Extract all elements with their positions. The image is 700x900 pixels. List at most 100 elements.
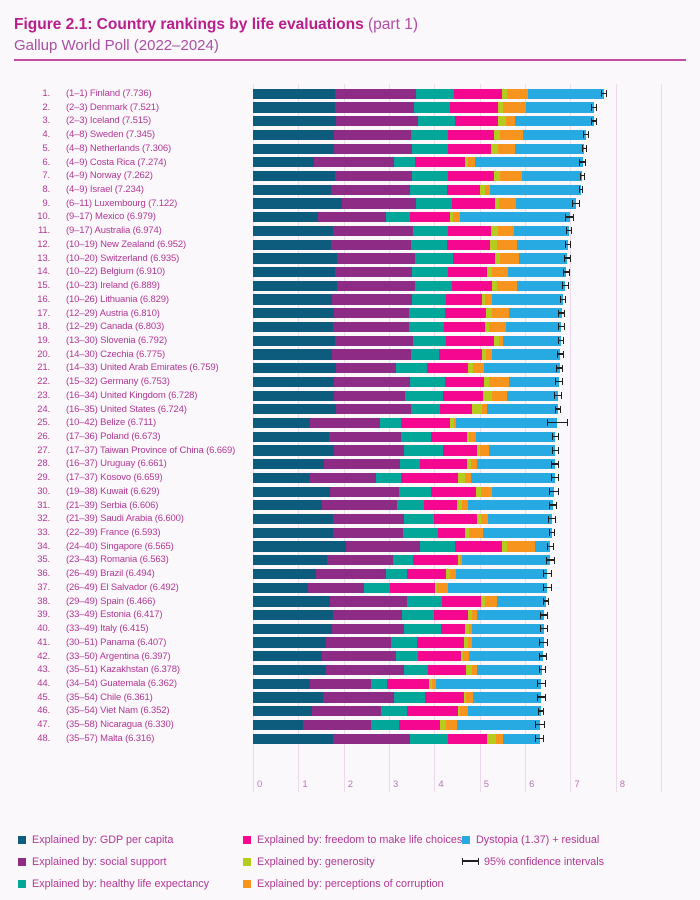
confidence-interval-whiskers [565, 241, 572, 249]
bar-segment-healthy_life_expectancy [414, 253, 453, 264]
bar-segment-dystopia_residual [474, 157, 583, 168]
confidence-interval-whiskers [540, 625, 548, 633]
country-label: (4–8) Sweden (7.345) [66, 129, 155, 141]
confidence-interval-whiskers [552, 446, 559, 454]
confidence-interval-whiskers [563, 268, 570, 276]
country-rank: 27. [37, 444, 50, 456]
bar-segment-generosity [494, 253, 500, 264]
bar-segment-generosity [475, 486, 481, 497]
country-rank: 3. [42, 115, 50, 127]
country-rank: 11. [37, 225, 50, 237]
bar-segment-gdp_per_capita [253, 541, 346, 552]
bar-segment-generosity [457, 555, 460, 566]
bar-segment-dystopia_residual [507, 267, 567, 278]
country-rank: 45. [37, 691, 50, 703]
confidence-interval-icon [462, 858, 479, 865]
bar-segment-generosity [477, 514, 481, 525]
bar-segment-freedom [455, 541, 503, 552]
confidence-interval-whiskers [546, 556, 556, 564]
bar-segment-gdp_per_capita [253, 335, 335, 346]
bar-segment-corruption [463, 651, 469, 662]
bar-segment-gdp_per_capita [253, 706, 312, 717]
bar-segment-social_support [334, 308, 409, 319]
bar-segment-social_support [333, 129, 411, 141]
bar-segment-freedom [433, 514, 477, 525]
legend-item-label: Explained by: freedom to make life choic… [257, 834, 463, 846]
stacked-bar [253, 280, 566, 291]
bar-segment-healthy_life_expectancy [410, 129, 448, 141]
bar-segment-dystopia_residual [515, 143, 585, 154]
bar-segment-healthy_life_expectancy [379, 417, 402, 429]
country-rank: 29. [37, 472, 50, 484]
bar-segment-social_support [335, 267, 413, 278]
stacked-bar [253, 582, 548, 593]
bar-segment-gdp_per_capita [253, 610, 334, 621]
bar-segment-gdp_per_capita [253, 88, 335, 99]
bar-segment-corruption [491, 308, 510, 319]
bar-segment-corruption [472, 363, 485, 374]
bar-segment-healthy_life_expectancy [410, 349, 440, 360]
bar-segment-corruption [491, 390, 507, 401]
bar-segment-dystopia_residual [484, 363, 560, 374]
gridline [661, 84, 663, 792]
bar-segment-gdp_per_capita [253, 363, 336, 374]
bar-segment-healthy_life_expectancy [386, 212, 411, 223]
confidence-interval-whiskers [559, 295, 566, 303]
country-row: 5. (4–8) Netherlands (7.306) [0, 142, 700, 156]
confidence-interval-whiskers [566, 227, 573, 235]
stacked-bar [253, 692, 542, 703]
bar-segment-healthy_life_expectancy [418, 116, 455, 127]
stacked-bar [253, 363, 560, 374]
country-row: 10. (9–17) Mexico (6.979) [0, 210, 700, 224]
bar-segment-dystopia_residual [487, 514, 553, 525]
confidence-interval-whiskers [601, 90, 607, 98]
country-rank: 33. [37, 527, 50, 539]
bar-segment-freedom [448, 225, 491, 237]
bar-segment-corruption [469, 527, 483, 538]
country-label: (30–51) Panama (6.407) [66, 636, 167, 648]
stacked-bar [253, 376, 560, 387]
figure-title: Figure 2.1: Country rankings by life eva… [14, 16, 418, 34]
bar-segment-corruption [485, 349, 492, 360]
bar-segment-healthy_life_expectancy [406, 596, 443, 607]
x-axis-tick-label: 3 [393, 779, 399, 790]
bar-segment-dystopia_residual [515, 198, 576, 209]
bar-segment-dystopia_residual [489, 445, 556, 456]
bar-segment-dystopia_residual [476, 610, 545, 621]
country-label: (4–9) Norway (7.262) [66, 170, 153, 182]
bar-segment-freedom [447, 129, 494, 141]
country-rank: 35. [37, 554, 50, 566]
country-label: (33–50) Argentina (6.397) [66, 650, 171, 662]
country-rank: 18. [37, 321, 50, 333]
bar-segment-freedom [407, 706, 458, 717]
stacked-bar [253, 486, 554, 497]
stacked-bar [253, 239, 569, 250]
stacked-bar [253, 733, 540, 744]
country-rank: 40. [37, 623, 50, 635]
country-row: 27. (17–37) Taiwan Province of China (6.6… [0, 444, 700, 458]
bar-segment-corruption [497, 143, 516, 154]
bar-segment-freedom [410, 212, 450, 223]
bar-segment-corruption [461, 500, 468, 511]
country-rank: 13. [37, 252, 50, 264]
confidence-interval-whiskers [591, 117, 597, 125]
bar-segment-generosity [464, 527, 470, 538]
bar-segment-healthy_life_expectancy [404, 445, 443, 456]
stacked-bar [253, 664, 543, 676]
country-row: 46. (35–54) Viet Nam (6.352) [0, 704, 700, 718]
bar-segment-social_support [332, 527, 403, 538]
confidence-interval-whiskers [537, 707, 545, 715]
bar-segment-dystopia_residual [482, 527, 552, 538]
stacked-bar [253, 253, 568, 264]
bar-segment-social_support [309, 417, 380, 429]
country-label: (22–39) France (6.593) [66, 527, 161, 539]
bar-segment-gdp_per_capita [253, 390, 335, 401]
bar-segment-corruption [491, 267, 508, 278]
bar-segment-freedom [439, 404, 472, 415]
title-divider-rule [14, 59, 686, 61]
confidence-interval-whiskers [538, 666, 546, 674]
country-label: (15–32) Germany (6.753) [66, 376, 170, 388]
bar-segment-generosity [493, 129, 501, 141]
confidence-interval-whiskers [565, 213, 574, 221]
country-rank: 28. [37, 458, 50, 470]
